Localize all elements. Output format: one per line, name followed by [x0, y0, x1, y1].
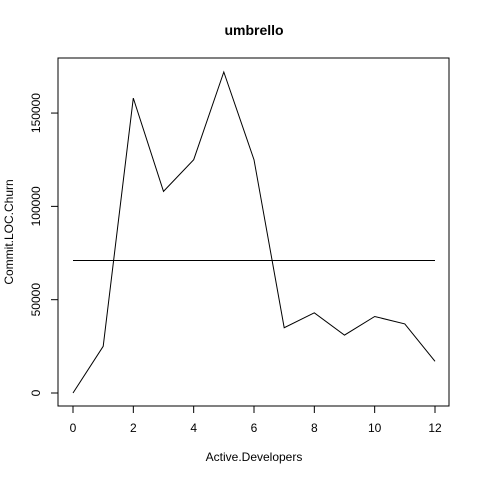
- chart-title: umbrello: [224, 22, 283, 38]
- y-tick-label: 100000: [29, 186, 43, 226]
- x-tick-label: 6: [251, 421, 258, 435]
- series-line: [72, 70, 436, 394]
- y-axis-label: Commit.LOC.Churn: [2, 179, 16, 284]
- x-tick-label: 8: [311, 421, 318, 435]
- chart-marks: [72, 70, 436, 394]
- x-tick-label: 12: [428, 421, 442, 435]
- x-axis-label: Active.Developers: [206, 450, 303, 464]
- x-tick-label: 4: [190, 421, 197, 435]
- x-tick-label: 2: [130, 421, 137, 435]
- y-tick-label: 50000: [29, 283, 43, 317]
- x-tick-label: 10: [368, 421, 382, 435]
- y-tick-label: 0: [29, 389, 43, 396]
- axes: 0 2 4 6 8 10 12 0 50000 100000 150000: [29, 93, 442, 435]
- y-tick-label: 150000: [29, 93, 43, 133]
- x-tick-label: 0: [70, 421, 77, 435]
